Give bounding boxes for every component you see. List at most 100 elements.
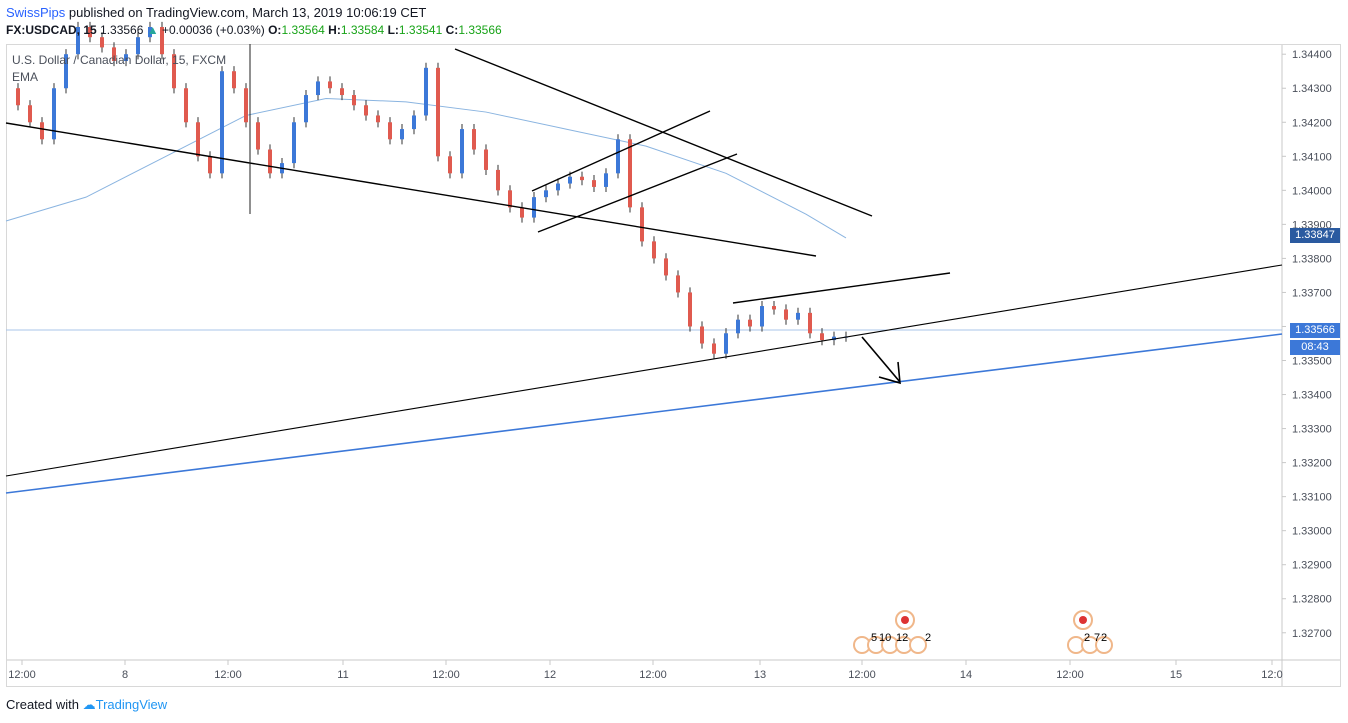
economic-events-cluster-2[interactable]: 2 7 2 — [1067, 610, 1113, 654]
low-label: L: — [387, 23, 399, 37]
low-value: 1.33541 — [398, 23, 443, 37]
candle-down — [484, 149, 488, 170]
candle-down — [160, 26, 164, 55]
high-value: 1.33584 — [340, 23, 385, 37]
trendline-blue-target[interactable] — [5, 333, 1283, 494]
bar-countdown: 08:43 — [1290, 340, 1340, 355]
price-tick-label: 1.33700 — [1292, 287, 1332, 299]
candle-down — [592, 180, 596, 187]
candle-down — [712, 343, 716, 354]
event-count: 2 — [1084, 632, 1090, 644]
candle-down — [364, 105, 368, 116]
candle-up — [148, 26, 152, 38]
trendline-support-long[interactable] — [5, 122, 817, 257]
ema-line-layer — [5, 97, 847, 239]
candle-down — [340, 88, 344, 96]
candle-up — [760, 306, 764, 327]
price-change: +0.00036 (+0.03%) — [162, 23, 265, 37]
high-label: H: — [328, 23, 341, 37]
price-tick-label: 1.33200 — [1292, 458, 1332, 470]
event-count: 7 — [1094, 632, 1100, 644]
time-tick-label: 12:00 — [432, 669, 460, 681]
candle-down — [472, 129, 476, 150]
candle-down — [628, 139, 632, 208]
candle-up — [568, 176, 572, 184]
candle-up — [556, 183, 560, 191]
price-tick-label: 1.32800 — [1292, 594, 1332, 606]
event-count: 12 — [896, 632, 908, 644]
price-tick-label: 1.34100 — [1292, 151, 1332, 163]
candle-down — [328, 81, 332, 89]
candle-down — [40, 122, 44, 140]
candle-up — [604, 173, 608, 187]
economic-events-cluster-1[interactable]: 5 10 12 2 — [853, 610, 931, 654]
candle-down — [676, 275, 680, 293]
price-tick-label: 1.33500 — [1292, 356, 1332, 368]
candle-up — [124, 54, 128, 62]
candle-down — [820, 333, 824, 341]
arrow-head[interactable] — [878, 361, 901, 385]
ohlc-bar: FX:USDCAD, 15 1.33566 ▲ +0.00036 (+0.03%… — [6, 22, 502, 39]
price-label-last: 1.33566 — [1290, 323, 1340, 338]
candle-down — [184, 88, 188, 123]
time-tick-label: 12:00 — [8, 669, 36, 681]
drawing-trendlines[interactable] — [5, 44, 1283, 494]
trendline-flag-upper[interactable] — [531, 110, 711, 192]
candle-down — [16, 88, 20, 106]
candle-down — [436, 67, 440, 157]
candle-down — [496, 169, 500, 191]
candle-down — [580, 176, 584, 181]
time-tick-label: 11 — [337, 669, 348, 681]
indicator-label[interactable]: EMA — [12, 70, 39, 84]
price-tick-label: 1.34200 — [1292, 117, 1332, 129]
author-link[interactable]: SwissPips — [6, 5, 66, 20]
candle-up — [460, 129, 464, 174]
candle-up — [724, 333, 728, 354]
candle-down — [688, 292, 692, 327]
price-tick-label: 1.33400 — [1292, 390, 1332, 402]
series-legend[interactable]: U.S. Dollar / Canadian Dollar, 15, FXCM … — [12, 52, 226, 86]
candle-down — [244, 88, 248, 123]
open-label: O: — [268, 23, 282, 37]
event-count: 2 — [1101, 632, 1107, 644]
time-tick-label: 15 — [1170, 669, 1182, 681]
trendline-range-top[interactable] — [732, 272, 951, 304]
candle-down — [640, 207, 644, 242]
published-text: published on TradingView.com, March 13, … — [65, 5, 427, 20]
time-tick-label: 12:0 — [1261, 669, 1282, 681]
candle-down — [652, 241, 656, 259]
ca-flag-dot — [1079, 616, 1087, 624]
candle-down — [256, 122, 260, 150]
event-count: 5 — [871, 632, 877, 644]
candle-down — [784, 309, 788, 320]
last-price: 1.33566 — [100, 23, 144, 37]
candle-up — [76, 26, 80, 55]
price-tick-label: 1.33300 — [1292, 424, 1332, 436]
us-flag-icon[interactable] — [1095, 636, 1113, 654]
plot-area — [6, 44, 1282, 660]
price-tick-label: 1.34300 — [1292, 83, 1332, 95]
candle-up — [316, 81, 320, 96]
tradingview-brand[interactable]: TradingView — [95, 697, 168, 712]
trendline-flag-lower[interactable] — [537, 153, 738, 233]
time-tick-label: 12:00 — [639, 669, 667, 681]
price-tick-label: 1.32700 — [1292, 628, 1332, 640]
arrow-shaft[interactable] — [861, 336, 901, 383]
candle-up — [532, 197, 536, 218]
us-flag-icon[interactable] — [909, 636, 927, 654]
ca-flag-dot — [901, 616, 909, 624]
trendline-rising-support[interactable] — [5, 264, 1283, 477]
candle-down — [748, 319, 752, 327]
price-tick-label: 1.33000 — [1292, 526, 1332, 538]
candle-down — [28, 105, 32, 123]
price-tick-label: 1.33100 — [1292, 492, 1332, 504]
candle-up — [616, 139, 620, 174]
price-tick-label: 1.33800 — [1292, 253, 1332, 265]
candle-down — [172, 54, 176, 89]
candle-up — [796, 312, 800, 320]
candle-down — [208, 156, 212, 174]
symbol-label[interactable]: FX:USDCAD, 15 — [6, 23, 97, 37]
candle-down — [772, 306, 776, 310]
price-tick-label: 1.34400 — [1292, 49, 1332, 61]
